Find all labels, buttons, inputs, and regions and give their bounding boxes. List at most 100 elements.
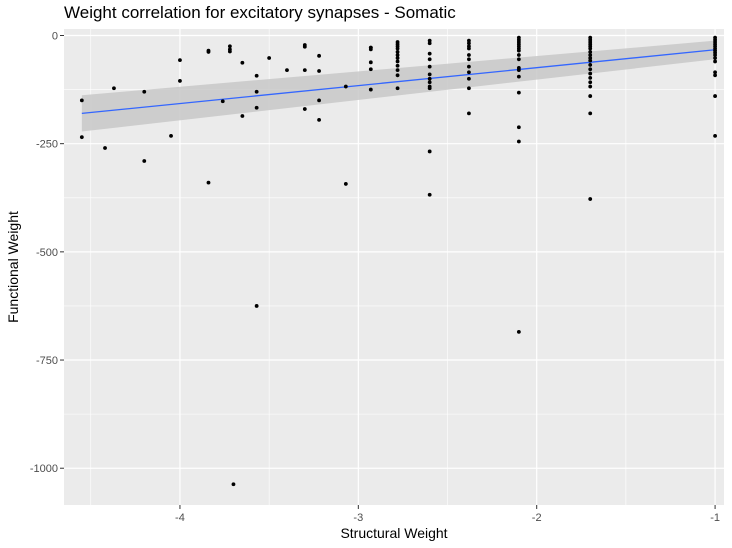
data-point [227,49,232,54]
data-point [588,53,593,57]
data-point [713,73,717,78]
data-point [79,135,84,140]
confidence-band-layer [81,40,716,132]
data-point [395,73,400,78]
data-point [516,57,521,62]
data-point [103,146,107,150]
data-point [254,73,259,78]
data-point [427,86,432,91]
data-point [343,182,348,186]
data-point [240,60,245,65]
data-point [516,330,521,334]
y-tick-label: -1000 [30,463,58,475]
data-point [317,98,321,103]
data-point [467,86,471,91]
data-point [142,159,147,163]
data-point [206,50,211,54]
data-point [588,111,593,116]
data-point [516,48,521,53]
data-point [427,72,432,77]
data-point [343,84,348,89]
data-point [254,105,259,110]
x-tick-label: -3 [353,512,363,524]
data-point [588,63,593,67]
data-point [588,197,593,201]
data-point [516,125,521,130]
data-point [713,53,717,57]
data-point [467,38,471,43]
data-point [516,139,521,144]
data-point [285,68,289,73]
data-point [427,80,432,85]
data-point [713,56,717,60]
data-point [227,44,232,49]
y-axis-title: Functional Weight [5,211,21,323]
data-point [395,68,400,73]
data-point [395,53,400,57]
data-point [112,86,116,91]
x-tick-label: -2 [532,512,542,524]
data-point [713,94,717,98]
y-tick-label: -750 [36,355,58,367]
data-point [395,63,400,68]
data-point [713,133,717,138]
data-point [516,68,521,73]
data-point [467,57,471,62]
data-point [427,192,432,197]
data-point [588,75,593,80]
data-point [178,58,182,63]
data-point [254,89,259,94]
data-point [395,46,400,51]
data-point [427,38,432,43]
data-point [368,60,373,65]
data-point [302,68,307,73]
data-point [368,87,373,92]
data-point [516,74,521,79]
data-point [220,99,225,104]
data-point [395,50,400,54]
data-point [588,94,593,98]
data-point [302,107,307,111]
data-point [713,70,717,75]
data-point [317,69,321,73]
data-point [467,76,471,81]
data-point [588,58,593,63]
data-point [302,44,307,49]
data-point [588,71,593,76]
data-point [427,51,432,56]
points-layer [79,35,717,487]
data-point [427,76,432,81]
data-point [368,67,373,72]
data-point [267,56,272,60]
confidence-band [81,40,716,132]
y-tick-label: -500 [36,247,58,259]
data-point [588,50,593,54]
data-point [317,117,321,122]
data-point [467,53,471,57]
data-point [368,45,373,50]
data-point [317,53,321,58]
x-axis: -4 -3 -2 -1 [175,505,720,524]
data-point [467,64,471,69]
data-point [516,53,521,57]
data-point [240,114,245,118]
data-point [395,59,400,64]
data-point [713,59,717,64]
fit-line-layer [81,49,716,115]
x-tick-label: -1 [710,512,720,524]
x-tick-label: -4 [175,512,185,524]
data-point [588,80,593,85]
data-point [467,46,471,51]
data-point [427,149,432,154]
data-point [516,90,521,95]
data-point [206,180,211,185]
data-point [79,98,84,103]
data-point [395,56,400,60]
y-tick-label: 0 [52,30,58,42]
data-point [254,304,259,308]
y-axis: 0 -250 -500 -750 -1000 [30,30,64,475]
data-point [588,46,593,51]
data-point [231,482,236,487]
data-point [588,84,593,89]
